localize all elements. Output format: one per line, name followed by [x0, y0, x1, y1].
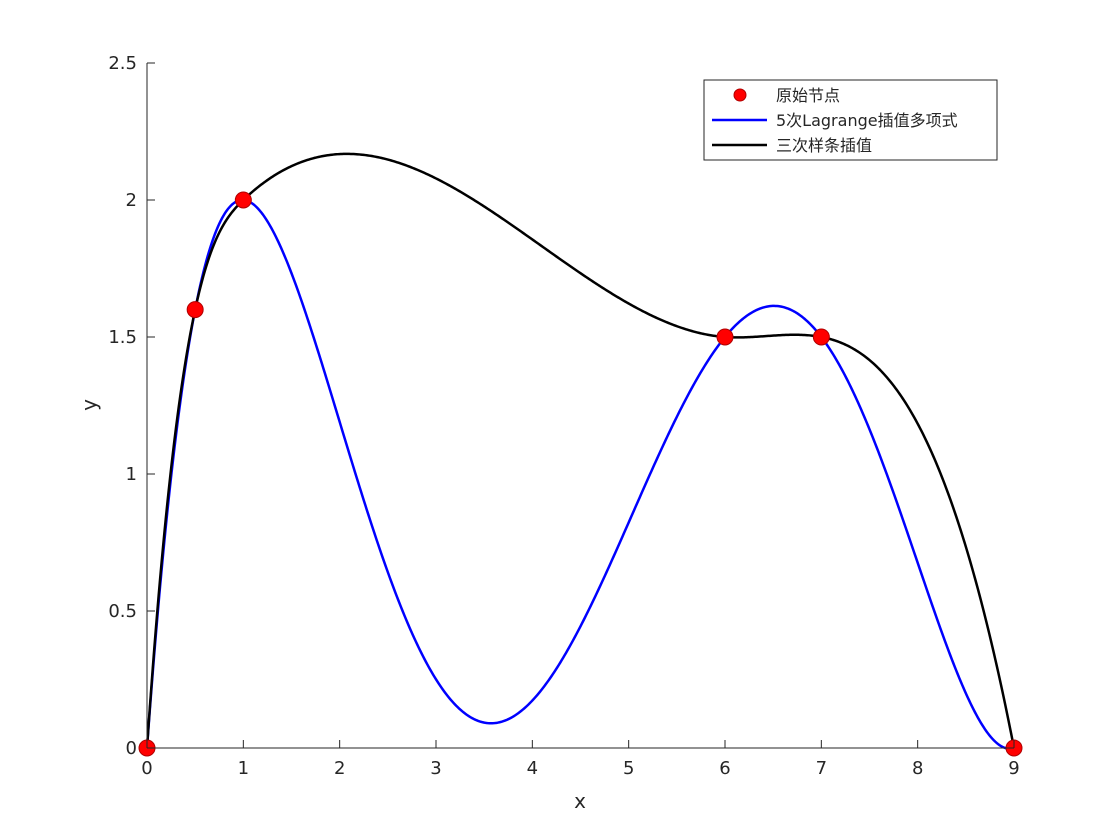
- legend-label-spline: 三次样条插值: [776, 136, 872, 155]
- y-tick-label: 0.5: [108, 601, 137, 622]
- node-point: [186, 301, 204, 319]
- y-axis-label: y: [77, 399, 101, 411]
- x-tick-label: 2: [334, 758, 345, 779]
- node-point: [234, 191, 252, 209]
- x-tick-label: 0: [141, 758, 152, 779]
- y-ticks: 0 0.5 1 1.5 2 2.5: [108, 53, 155, 759]
- x-tick-label: 8: [912, 758, 923, 779]
- node-point: [812, 328, 830, 346]
- x-ticks: 0 1 2 3 4 5 6 7 8 9: [141, 740, 1020, 779]
- y-tick-label: 1.5: [108, 327, 137, 348]
- node-point: [716, 328, 734, 346]
- series-line-spline: [145, 152, 1016, 749]
- legend: 原始节点 5次Lagrange插值多项式 三次样条插值: [703, 79, 998, 161]
- axes-frame: [146, 63, 1014, 749]
- legend-marker-nodes: [733, 88, 747, 102]
- x-tick-label: 1: [238, 758, 249, 779]
- y-tick-label: 2.5: [108, 53, 137, 74]
- x-axis-label: x: [574, 789, 586, 813]
- x-tick-label: 4: [527, 758, 538, 779]
- x-tick-label: 3: [430, 758, 441, 779]
- legend-label-lagrange: 5次Lagrange插值多项式: [776, 111, 958, 130]
- plot-lines: [145, 152, 1016, 750]
- series-line-lagrange: [145, 198, 1015, 750]
- y-tick-label: 0: [126, 738, 137, 759]
- plot-markers: [138, 191, 1023, 757]
- y-tick-label: 1: [126, 464, 137, 485]
- x-tick-label: 9: [1008, 758, 1019, 779]
- legend-label-nodes: 原始节点: [776, 86, 840, 105]
- y-tick-label: 2: [126, 190, 137, 211]
- axes: 0 1 2 3 4 5 6 7 8 9 0 0.5 1 1.5 2 2.5 x y: [77, 53, 1023, 813]
- x-tick-label: 6: [719, 758, 730, 779]
- x-tick-label: 7: [816, 758, 827, 779]
- x-tick-label: 5: [623, 758, 634, 779]
